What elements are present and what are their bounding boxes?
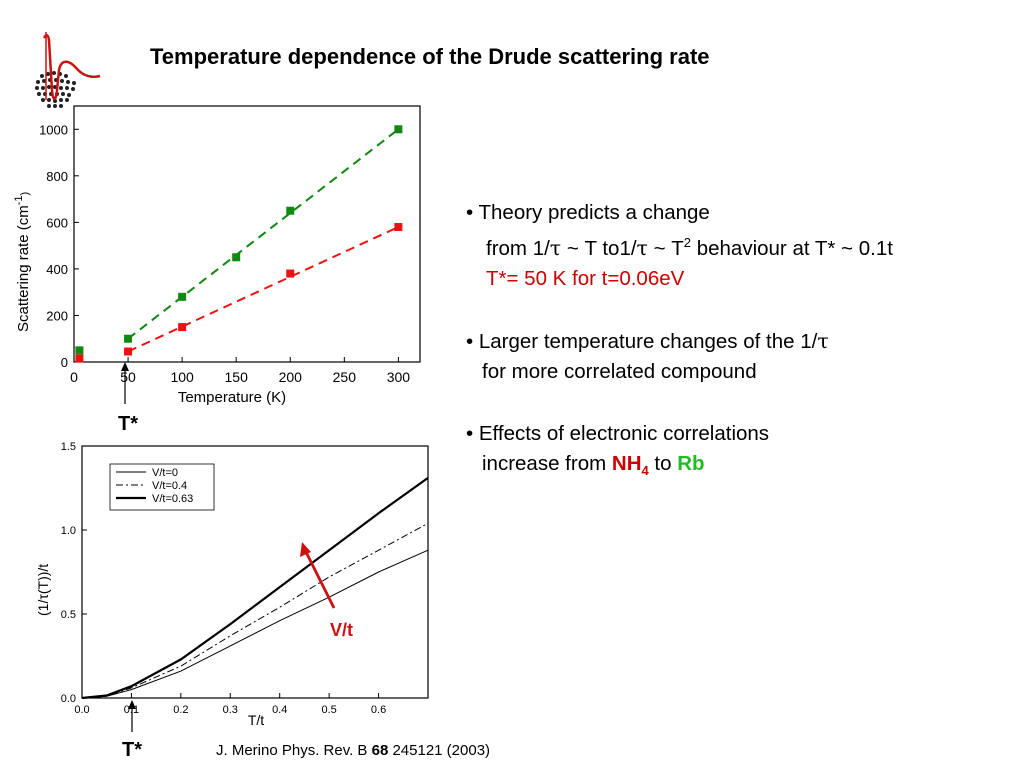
chart1-x-tick-label: 0 (70, 369, 78, 385)
chart1-x-tick-label: 250 (333, 369, 357, 385)
tstar-label-top: T* (118, 413, 138, 435)
chart1-point-series-1 (124, 347, 133, 356)
chart1-point-series-1 (394, 223, 403, 232)
chart1-point-series-0 (232, 253, 241, 262)
chart1-y-tick-label: 0 (61, 355, 68, 370)
bullet-1-line-2: from 1/τ ~ T to1/τ ~ T2 behaviour at T* … (486, 235, 893, 260)
bullet-3-line-2: increase from NH4 to Rb (482, 451, 705, 478)
chart1-x-tick-label: 200 (279, 369, 303, 385)
chart2-x-tick-label: 0.4 (272, 704, 287, 716)
chart1-fit-line-1 (127, 226, 399, 353)
chart2-x-tick-label: 0.5 (321, 704, 336, 716)
bullet-1-line-1: • Theory predicts a change (466, 201, 710, 224)
chart1-y-tick-label: 800 (46, 169, 68, 184)
chart1-fit-line-0 (127, 128, 399, 340)
normalized-rate-chart: 0.00.51.01.5 0.00.10.20.30.40.50.6 V/t=0… (35, 441, 429, 761)
chart2-legend-label-2: V/t=0.63 (152, 493, 193, 505)
chart1-point-series-0 (124, 334, 133, 343)
chart2-series-line-1 (81, 522, 429, 699)
chart2-x-tick-label: 0.3 (223, 704, 238, 716)
chart1-y-tick-label: 1000 (39, 122, 68, 137)
bullet-2-line-2: for more correlated compound (482, 359, 757, 383)
chart2-legend-label-1: V/t=0.4 (152, 480, 187, 492)
chart2-x-axis-label: T/t (248, 712, 264, 728)
chart2-plot-frame (81, 445, 429, 699)
chart2-x-ticks: 0.00.10.20.30.40.50.6 (74, 693, 386, 716)
chart2-series-line-0 (81, 549, 429, 699)
tstar-arrowhead-bottom (128, 700, 136, 709)
chart1-y-tick-label: 600 (46, 215, 68, 230)
chart2-y-axis-label: (1/τ(T))/t (35, 564, 51, 616)
bullet-3-line-1: • Effects of electronic correlations (466, 421, 770, 445)
chart1-point-series-0 (286, 206, 295, 215)
chart1-point-series-0 (75, 346, 84, 355)
page-title: Temperature dependence of the Drude scat… (150, 44, 710, 69)
chart2-legend: V/t=0V/t=0.4V/t=0.63 (109, 463, 215, 511)
tstar-arrowhead-top (121, 362, 129, 371)
chart2-legend-label-0: V/t=0 (152, 467, 178, 479)
logo-icon (35, 32, 101, 108)
chart1-y-tick-label: 200 (46, 308, 68, 323)
chart1-point-series-1 (75, 354, 84, 363)
tstar-label-bottom: T* (122, 739, 142, 761)
chart2-y-tick-label: 1.5 (61, 441, 76, 453)
chart1-fit-lines (127, 128, 399, 353)
chart1-y-ticks: 0 200 400 600 800 1000 (39, 122, 79, 370)
chart1-point-series-1 (178, 323, 187, 332)
chart2-series-line-2 (81, 477, 429, 700)
vt-arrowhead (300, 542, 311, 557)
vt-arrow (304, 551, 336, 609)
bullet-1-line-3: T*= 50 K for t=0.06eV (486, 266, 685, 290)
chart1-y-tick-label: 400 (46, 262, 68, 277)
chart2-x-tick-label: 0.0 (74, 704, 89, 716)
chart1-x-tick-label: 300 (387, 369, 411, 385)
chart2-y-tick-label: 0.0 (61, 693, 76, 705)
chart1-y-axis-label: Scattering rate (cm-1) (13, 192, 32, 332)
chart2-x-tick-label: 0.2 (173, 704, 188, 716)
scattering-rate-chart: 0 200 400 600 800 1000 0 50 100 150 200 250 300 Tem… (13, 105, 421, 435)
chart2-y-ticks: 0.0 0.5 1.0 1.5 (61, 441, 87, 705)
chart1-point-series-0 (394, 125, 403, 134)
chart2-series-lines (81, 477, 429, 700)
chart1-plot-frame (73, 105, 421, 363)
chart2-y-tick-label: 1.0 (61, 525, 76, 537)
citation: J. Merino Phys. Rev. B 68 245121 (2003) (216, 742, 491, 759)
chart2-x-tick-label: 0.6 (371, 704, 386, 716)
chart1-x-axis-label: Temperature (K) (178, 389, 286, 406)
chart2-y-tick-label: 0.5 (61, 609, 76, 621)
chart1-points (75, 125, 403, 363)
chart1-x-tick-label: 100 (170, 369, 194, 385)
vt-arrow-label: V/t (330, 620, 353, 640)
chart1-x-tick-label: 150 (225, 369, 249, 385)
chart1-x-tick-label: 50 (120, 369, 136, 385)
chart1-point-series-0 (178, 292, 187, 301)
chart1-point-series-1 (286, 269, 295, 278)
bullet-2-line-1: • Larger temperature changes of the 1/τ (466, 328, 829, 353)
bullet-list: • Theory predicts a change from 1/τ ~ T … (466, 198, 893, 486)
chart1-x-ticks: 0 50 100 150 200 250 300 (70, 357, 410, 385)
